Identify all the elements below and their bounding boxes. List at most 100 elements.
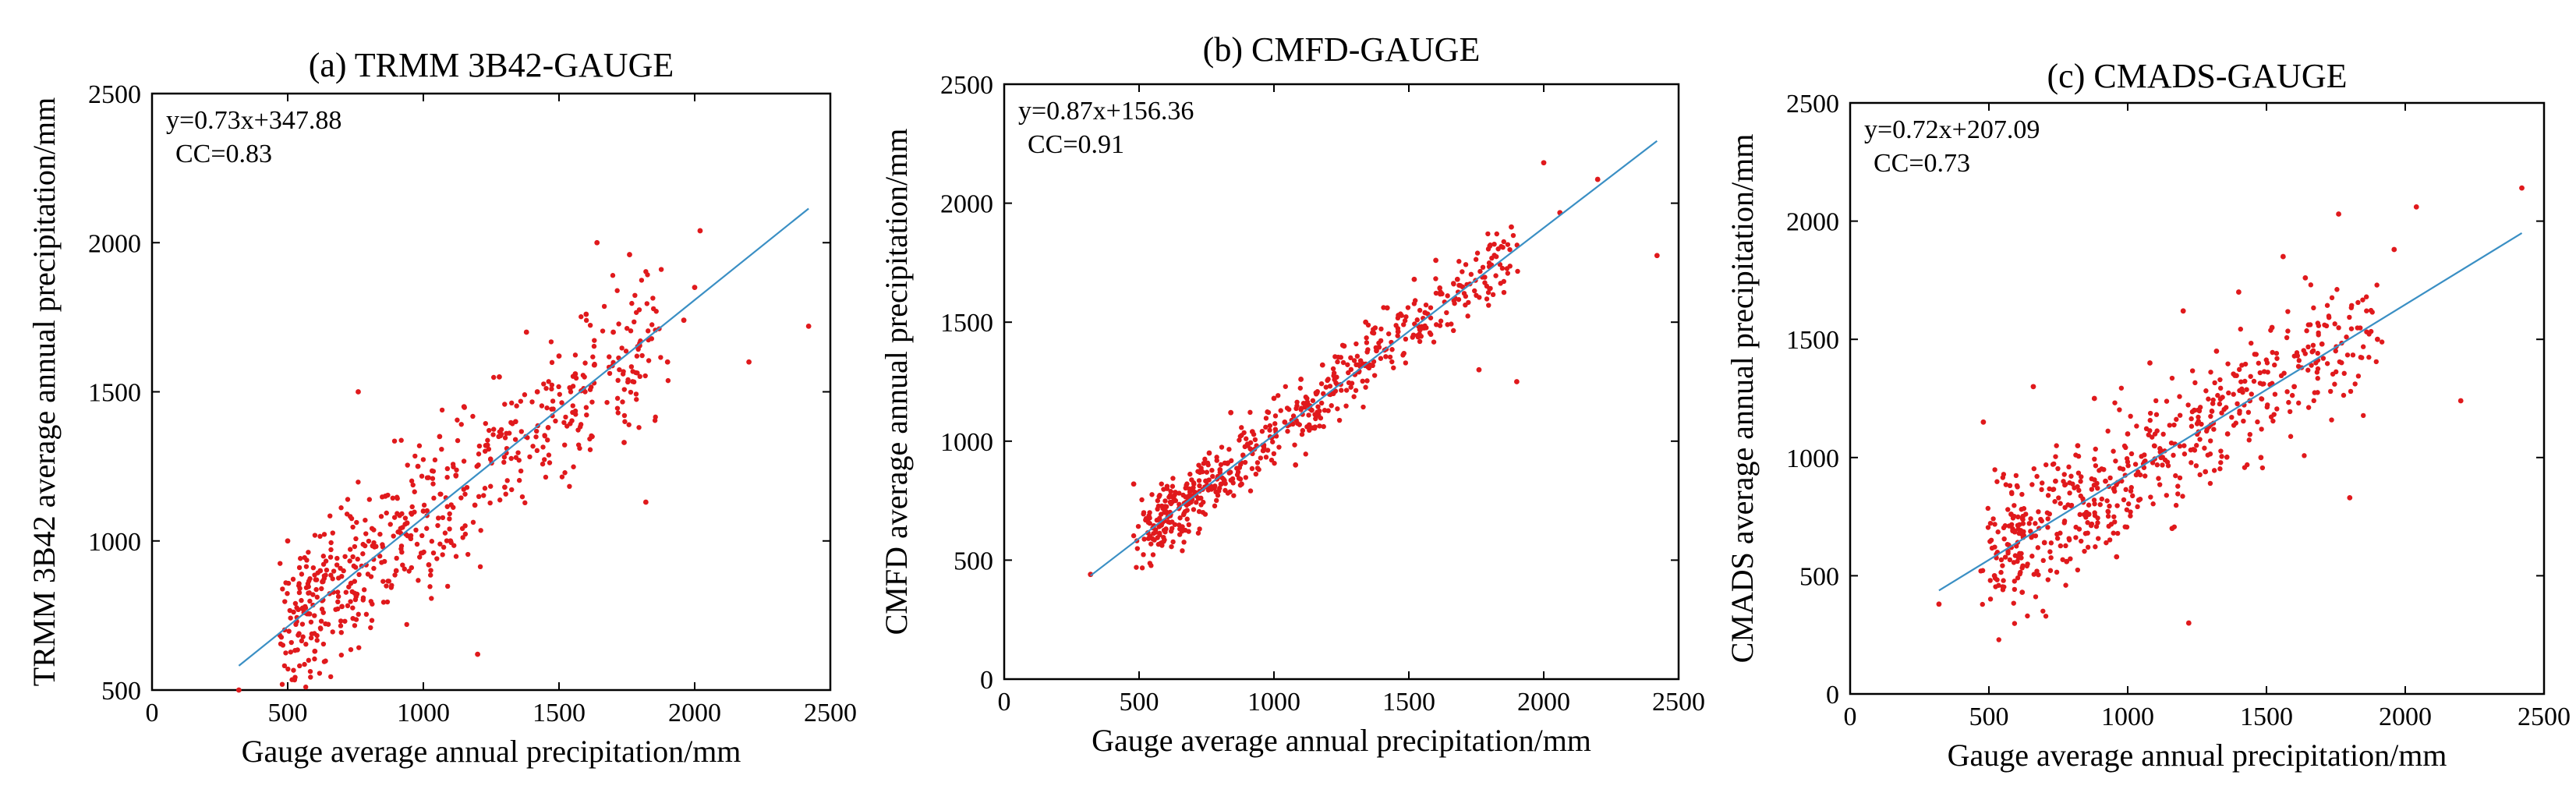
- data-point: [2025, 613, 2030, 619]
- data-point: [1403, 336, 1409, 342]
- data-point: [1387, 354, 1393, 360]
- data-point: [2314, 370, 2320, 375]
- data-point: [2005, 548, 2011, 554]
- data-point: [1484, 296, 1490, 302]
- data-point: [2153, 412, 2160, 417]
- data-point: [343, 589, 349, 595]
- data-point: [642, 373, 648, 379]
- data-point: [406, 568, 412, 574]
- data-point: [2215, 392, 2220, 398]
- x-tick-label: 1500: [533, 699, 586, 727]
- data-point: [610, 329, 616, 335]
- data-point: [2067, 490, 2072, 496]
- data-point: [513, 455, 519, 460]
- data-point: [299, 621, 306, 627]
- data-point: [2012, 579, 2018, 584]
- data-point: [455, 417, 460, 423]
- y-tick-label: 1000: [88, 528, 141, 557]
- data-point: [464, 484, 470, 490]
- data-point: [278, 561, 283, 566]
- data-point: [501, 455, 508, 460]
- data-point: [2124, 455, 2130, 462]
- data-point: [303, 585, 310, 590]
- data-point: [1488, 242, 1493, 248]
- data-point: [514, 403, 519, 409]
- data-point: [488, 483, 494, 489]
- data-point: [398, 546, 404, 552]
- data-point: [1465, 313, 1470, 319]
- data-point: [2045, 516, 2051, 522]
- data-point: [360, 597, 366, 603]
- data-point: [652, 418, 658, 423]
- data-point: [477, 564, 483, 570]
- data-point: [1378, 326, 1384, 332]
- data-point: [1194, 500, 1199, 505]
- data-point: [2056, 495, 2061, 501]
- data-point: [1254, 465, 1261, 471]
- data-point: [2208, 413, 2213, 419]
- data-point: [1451, 281, 1456, 287]
- data-point: [1493, 273, 1499, 278]
- data-point: [1318, 400, 1325, 406]
- data-point: [624, 325, 630, 331]
- data-point: [389, 582, 395, 588]
- data-point: [438, 491, 444, 497]
- data-point: [297, 586, 303, 591]
- data-point: [2040, 608, 2046, 614]
- data-point: [2034, 473, 2040, 480]
- data-point: [1157, 532, 1162, 538]
- data-point: [1162, 504, 1168, 509]
- data-point: [583, 311, 589, 317]
- data-point: [394, 555, 399, 561]
- data-point: [349, 515, 355, 522]
- data-point: [2238, 326, 2243, 332]
- scatter-points: [1088, 160, 1660, 578]
- data-point: [1202, 456, 1208, 462]
- y-tick-label: 2500: [1786, 90, 1839, 119]
- data-point: [2011, 600, 2016, 606]
- data-point: [539, 403, 545, 409]
- data-point: [2164, 398, 2170, 404]
- data-point: [646, 358, 652, 363]
- data-point: [334, 562, 340, 568]
- data-point: [1167, 493, 1173, 498]
- data-point: [549, 382, 555, 388]
- data-point: [1345, 362, 1350, 367]
- data-point: [2194, 443, 2199, 448]
- data-point: [409, 478, 415, 484]
- data-point: [283, 650, 288, 656]
- data-point: [1312, 412, 1318, 417]
- data-point: [283, 580, 288, 586]
- data-point: [1505, 271, 1511, 276]
- data-point: [2360, 297, 2365, 303]
- data-point: [627, 252, 632, 257]
- data-point: [587, 387, 593, 392]
- data-point: [2202, 445, 2207, 451]
- data-point: [575, 442, 582, 448]
- data-point: [2093, 446, 2098, 452]
- data-point: [497, 373, 502, 380]
- data-point: [628, 364, 635, 370]
- data-point: [2312, 390, 2317, 395]
- data-point: [419, 533, 425, 539]
- data-point: [2096, 536, 2101, 541]
- data-point: [1184, 481, 1190, 487]
- x-tick-label: 1500: [1382, 688, 1435, 717]
- data-point: [2315, 376, 2320, 381]
- data-point: [1363, 384, 1368, 390]
- data-point: [2024, 563, 2029, 569]
- data-point: [1150, 552, 1156, 557]
- data-point: [1187, 489, 1193, 495]
- data-point: [380, 600, 387, 605]
- data-point: [523, 329, 529, 335]
- data-point: [361, 587, 367, 593]
- data-point: [2073, 535, 2079, 540]
- data-point: [334, 589, 341, 595]
- regression-line: [1090, 140, 1658, 577]
- data-point: [370, 601, 375, 607]
- data-point: [323, 558, 329, 564]
- data-point: [2334, 287, 2340, 292]
- data-point: [2192, 380, 2198, 386]
- data-point: [1244, 441, 1251, 447]
